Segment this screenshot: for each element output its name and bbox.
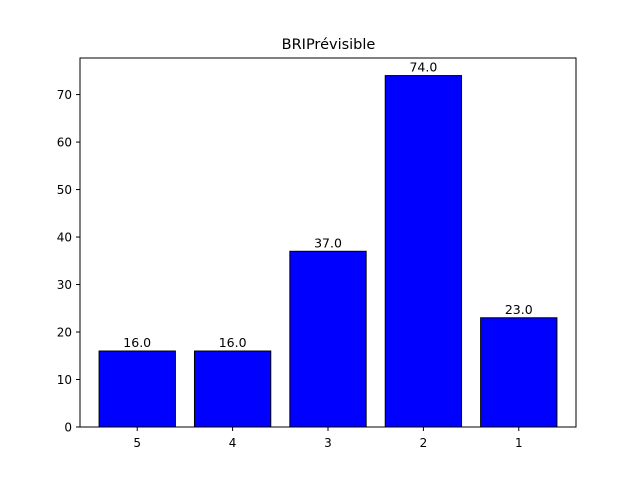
x-tick-label: 1	[515, 436, 523, 450]
bar	[289, 250, 367, 428]
bar	[193, 350, 272, 428]
x-tick-label: 5	[133, 436, 141, 450]
x-tick-label: 2	[420, 436, 428, 450]
bar-value-label: 16.0	[219, 335, 247, 350]
bar	[384, 75, 463, 428]
chart-title: BRIPrévisible	[282, 37, 376, 53]
y-tick-label: 60	[57, 136, 72, 150]
y-tick-label: 20	[57, 326, 72, 340]
x-tick-label: 4	[229, 436, 237, 450]
y-tick-label: 10	[57, 373, 72, 387]
bar	[98, 350, 176, 428]
bar-value-label: 23.0	[505, 302, 533, 317]
bar-value-label: 37.0	[314, 235, 342, 250]
x-tick-label: 3	[324, 436, 332, 450]
y-tick-label: 30	[57, 278, 72, 292]
plot-frame	[79, 57, 577, 428]
y-tick-label: 0	[64, 421, 72, 435]
bar-value-label: 16.0	[123, 335, 151, 350]
bar-value-label: 74.0	[409, 60, 437, 75]
y-tick-label: 50	[57, 183, 72, 197]
y-tick-label: 70	[57, 88, 72, 102]
bar-value-labels: 16.0 16.0 37.0 74.0 23.0	[123, 60, 532, 350]
y-tick-label: 40	[57, 231, 72, 245]
bar	[480, 317, 558, 428]
y-axis: 0 10 20 30 40 50 60 70	[57, 88, 80, 435]
bars	[98, 75, 558, 428]
x-axis: 5 4 3 2 1	[133, 427, 523, 450]
